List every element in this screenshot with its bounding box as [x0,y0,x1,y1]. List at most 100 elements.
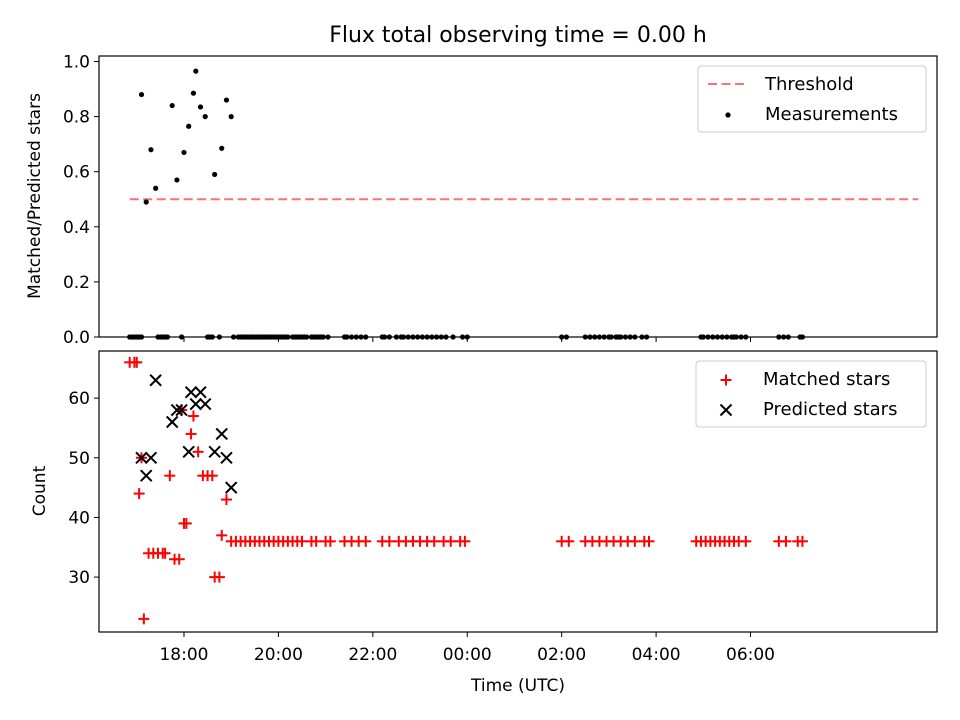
predicted-star-point-10 [194,385,207,399]
top-y-tick-label-4: 0.8 [63,108,90,128]
predicted-star-point-11 [199,397,212,411]
predicted-star-point-3-b [149,374,162,387]
bottom-y-tick-label-1: 40 [68,508,90,528]
x-axis-label: Time (UTC) [470,676,565,696]
matched-star-point-72 [629,535,641,547]
predicted-star-point-1-b [140,469,153,482]
matched-star-point-44 [310,535,322,547]
measurement-point-13 [219,145,225,151]
top-y-tick-label-0: 0.0 [63,328,90,348]
matched-star-point-60 [445,535,457,547]
matched-star-point-13 [173,553,185,565]
x-tick-label-3: 00:00 [443,645,492,665]
top-y-tick-label-3: 0.6 [63,163,90,183]
matched-star-point-52 [383,535,395,547]
matched-star-point-22 [206,470,218,482]
legend-predicted-marker [719,403,733,417]
measurement-point-14 [223,97,230,103]
measurement-point-10 [197,104,204,110]
legend-predicted-swatch [719,403,733,417]
matched-star-point-85 [740,535,752,547]
bottom-legend-box [695,360,927,428]
predicted-star-point-6 [175,403,188,417]
matched-star-point-74 [643,535,655,547]
x-tick-label-1: 20:00 [254,645,303,665]
bottom-panel-frame [98,350,938,633]
matched-star-point-11 [164,470,176,482]
measurement-point-1 [143,199,149,205]
predicted-star-point-7 [182,445,195,459]
measurement-point-15 [228,114,234,120]
predicted-star-point-3 [149,374,162,387]
x-tick-label-4: 02:00 [537,645,586,665]
measurement-point-8 [190,90,197,96]
top-plot-area [127,68,919,340]
predicted-star-point-15 [224,481,238,494]
predicted-star-point-5-b [170,403,184,417]
measurement-point-6 [181,149,187,156]
matched-star-point-3 [133,488,145,500]
measurement-point-0 [138,91,145,98]
top-y-tick-label-2: 0.4 [63,218,90,238]
predicted-star-point-7-b [182,445,195,459]
measurement-point-4 [169,102,175,109]
matched-star-point-26 [220,494,232,506]
legend-threshold-label: Threshold [764,74,854,95]
matched-star-point-5 [138,613,150,625]
predicted-star-point-0 [135,451,148,464]
predicted-star-point-4-b [165,415,179,429]
predicted-star-point-8-b [184,385,198,399]
x-tick-label-6: 06:00 [726,645,775,665]
matched-star-point-16 [180,517,192,529]
predicted-star-point-9 [189,397,202,411]
predicted-star-point-2 [144,451,158,464]
predicted-star-point-14 [220,451,233,464]
x-tick-label-5: 04:00 [632,645,681,665]
matched-star-point-10 [159,547,171,559]
measurement-point-7 [186,123,192,129]
matched-star-point-87 [780,535,792,547]
bottom-panel: 30 40 50 60 18:00 20:00 22:00 00:00 02:00 04:00 06… [30,350,938,665]
measurement-point-9 [193,68,199,74]
x-tick-label-0: 18:00 [159,645,208,665]
legend-predicted-marker-b [719,403,733,417]
matched-star-point-58 [428,535,440,547]
measurement-point-5 [174,177,180,183]
top-legend: Threshold Measurements [697,65,927,133]
measurement-point-3 [153,185,159,191]
predicted-star-point-13-b [215,427,228,441]
predicted-star-point-2-b [144,451,158,464]
predicted-star-point-12-b [208,445,221,459]
bottom-y-tick-label-2: 50 [68,449,90,469]
matched-star-point-42 [296,535,308,547]
bottom-axes: 30 40 50 60 18:00 20:00 22:00 00:00 02:00 04:00 06… [68,389,775,665]
matched-star-point-62 [459,535,471,547]
matched-star-point-46 [324,535,336,547]
x-tick-label-2: 22:00 [348,645,397,665]
matched-star-point-64 [563,535,575,547]
legend-predicted-label: Predicted stars [763,399,897,420]
predicted-star-point-4 [165,415,179,429]
predicted-star-point-8 [184,385,198,399]
top-axes: 0.0 0.2 0.4 0.6 0.8 1.0 [63,53,752,348]
top-panel-frame [98,55,938,338]
measurement-point-12 [212,171,218,178]
matched-star-point-25 [216,529,228,541]
predicted-star-point-9-b [189,397,202,411]
matched-star-point-18 [187,410,199,422]
predicted-star-point-12 [208,445,221,459]
top-y-tick-label-5: 1.0 [63,53,90,73]
top-legend-box [697,65,927,133]
measurement-point-11 [202,114,208,120]
legend-matched-label: Matched stars [763,369,890,390]
measurement-point-2 [148,147,154,153]
matched-star-point-89 [796,535,808,547]
bottom-plot-area [124,356,808,625]
predicted-star-point-15-b [224,481,238,494]
top-y-tick-label-1: 0.2 [63,273,90,293]
legend-matched-marker [720,374,732,386]
matched-star-point-2 [131,356,143,368]
predicted-star-point-10-b [194,385,207,399]
top-y-axis-label: Matched/Predicted stars [25,93,45,299]
top-panel: 0.0 0.2 0.4 0.6 0.8 1.0 Matched/Predicted sta… [25,53,938,348]
